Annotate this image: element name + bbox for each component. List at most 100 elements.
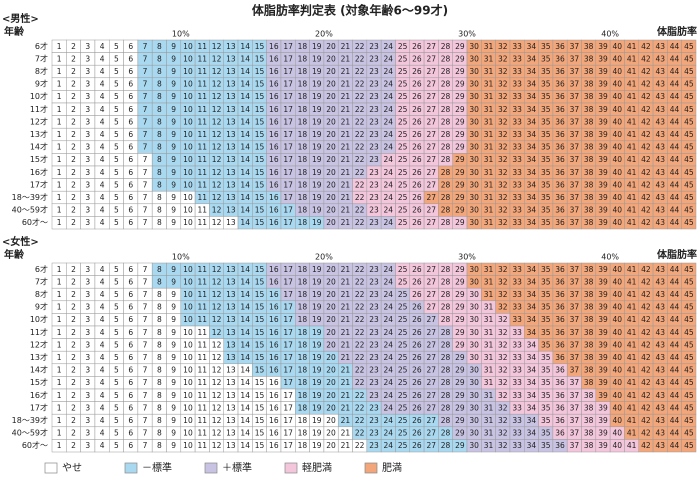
cell-value: 5 (114, 353, 119, 362)
cell-value: 41 (627, 366, 637, 375)
cell-value: 24 (384, 218, 394, 227)
cell-value: 40 (613, 92, 623, 101)
cell-value: 29 (455, 80, 465, 89)
cell-value: 6 (128, 340, 133, 349)
cell-value: 14 (240, 193, 250, 202)
cell-value: 43 (655, 42, 665, 51)
cell-value: 11 (197, 143, 207, 152)
cell-value: 21 (341, 193, 351, 202)
percent-marker: 30% (458, 30, 476, 39)
cell-value: 13 (226, 155, 236, 164)
cell-value: 12 (212, 290, 222, 299)
cell-value: 36 (555, 416, 565, 425)
cell-value: 12 (212, 54, 222, 63)
cell-value: 35 (541, 353, 551, 362)
cell-value: 13 (226, 403, 236, 412)
cell-value: 8 (157, 290, 162, 299)
cell-value: 27 (426, 403, 436, 412)
cell-value: 14 (240, 180, 250, 189)
cell-value: 34 (527, 180, 537, 189)
cell-value: 44 (670, 42, 680, 51)
cell-value: 12 (212, 130, 222, 139)
cell-value: 11 (197, 366, 207, 375)
cell-value: 33 (512, 366, 522, 375)
cell-value: 25 (398, 155, 408, 164)
cell-value: 10 (183, 403, 193, 412)
cell-value: 32 (498, 143, 508, 152)
cell-value: 26 (412, 117, 422, 126)
cell-value: 10 (183, 391, 193, 400)
cell-value: 8 (157, 366, 162, 375)
cell-value: 8 (157, 403, 162, 412)
cell-value: 25 (398, 403, 408, 412)
cell-value: 23 (369, 67, 379, 76)
cell-value: 30 (469, 54, 479, 63)
cell-value: 32 (498, 130, 508, 139)
cell-value: 24 (384, 180, 394, 189)
cell-value: 2 (71, 117, 76, 126)
cell-value: 11 (197, 130, 207, 139)
cell-value: 45 (684, 67, 694, 76)
cell-value: 40 (613, 80, 623, 89)
cell-value: 20 (326, 328, 336, 337)
cell-value: 34 (527, 416, 537, 425)
cell-value: 12 (212, 403, 222, 412)
cell-value: 12 (212, 67, 222, 76)
cell-value: 24 (384, 441, 394, 450)
cell-value: 13 (226, 353, 236, 362)
cell-value: 20 (326, 218, 336, 227)
cell-value: 36 (555, 180, 565, 189)
cell-value: 20 (326, 155, 336, 164)
cell-value: 18 (298, 416, 308, 425)
cell-value: 11 (197, 403, 207, 412)
cell-value: 28 (441, 143, 451, 152)
cell-value: 5 (114, 206, 119, 215)
cell-value: 29 (455, 168, 465, 177)
cell-value: 29 (455, 42, 465, 51)
cell-value: 4 (100, 303, 105, 312)
cell-value: 41 (627, 315, 637, 324)
cell-value: 44 (670, 193, 680, 202)
cell-value: 41 (627, 67, 637, 76)
cell-value: 20 (326, 105, 336, 114)
cell-value: 35 (541, 429, 551, 438)
cell-value: 21 (341, 403, 351, 412)
cell-value: 40 (613, 328, 623, 337)
cell-value: 23 (369, 42, 379, 51)
cell-value: 16 (269, 193, 279, 202)
cell-value: 27 (426, 328, 436, 337)
cell-value: 27 (426, 168, 436, 177)
cell-value: 5 (114, 143, 119, 152)
cell-value: 9 (171, 315, 176, 324)
cell-value: 35 (541, 42, 551, 51)
cell-value: 2 (71, 277, 76, 286)
cell-value: 22 (355, 155, 365, 164)
cell-value: 44 (670, 180, 680, 189)
cell-value: 44 (670, 353, 680, 362)
cell-value: 17 (283, 265, 293, 274)
cell-value: 33 (512, 429, 522, 438)
cell-value: 23 (369, 193, 379, 202)
cell-value: 37 (570, 42, 580, 51)
cell-value: 44 (670, 429, 680, 438)
cell-value: 6 (128, 42, 133, 51)
cell-value: 7 (143, 54, 148, 63)
cell-value: 38 (584, 378, 594, 387)
cell-value: 7 (143, 206, 148, 215)
cell-value: 7 (143, 265, 148, 274)
cell-value: 34 (527, 290, 537, 299)
cell-value: 38 (584, 277, 594, 286)
cell-value: 14 (240, 143, 250, 152)
cell-value: 32 (498, 54, 508, 63)
cell-value: 2 (71, 366, 76, 375)
cell-value: 40 (613, 353, 623, 362)
cell-value: 32 (498, 92, 508, 101)
legend-swatch (124, 462, 138, 474)
cell-value: 15 (255, 92, 265, 101)
cell-value: 45 (684, 265, 694, 274)
cell-value: 40 (613, 416, 623, 425)
cell-value: 4 (100, 416, 105, 425)
cell-value: 38 (584, 218, 594, 227)
cell-value: 12 (212, 206, 222, 215)
cell-value: 39 (598, 143, 608, 152)
